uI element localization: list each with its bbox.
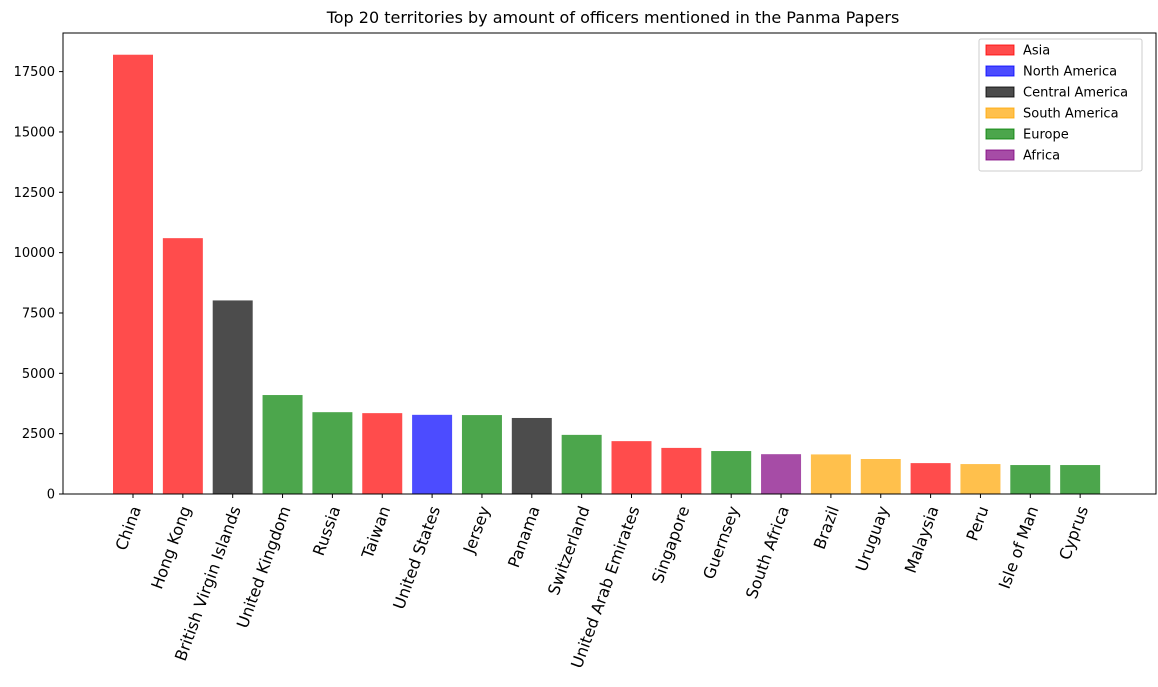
legend-swatch-south-america [985,107,1015,119]
x-tick-label: Russia [309,503,344,558]
bar-singapore [661,447,702,494]
bar-cyprus [1060,465,1101,494]
legend-swatch-asia [985,44,1015,56]
bar-brazil [810,454,851,494]
legend: Asia North America Central America South Am… [978,38,1143,172]
bar-united-kingdom [262,395,303,494]
chart-title: Top 20 territories by amount of officers… [326,8,900,27]
bar-isle-of-man [1010,465,1051,494]
plot-frame [62,32,1157,495]
x-tick-label: Malaysia [901,503,943,575]
bar-malaysia [910,463,951,494]
bar-russia [312,412,353,494]
x-tick-label: Singapore [648,503,693,585]
x-tick-label: South Africa [742,503,793,601]
x-tick-label: United States [389,503,444,611]
bar-peru [960,464,1001,494]
bar-united-states [412,414,453,494]
bar-united-arab-emirates [611,441,652,494]
legend-label: North America [1023,65,1117,80]
x-tick-label: Brazil [810,503,843,551]
bars-group [113,54,1101,494]
legend-label: South America [1023,107,1119,122]
legend-swatch-north-america [985,65,1015,77]
y-axis: 0 2500 5000 7500 10000 12500 15000 17500 [14,65,63,503]
x-tick-label: Panama [504,503,544,570]
x-tick-label: Peru [962,503,992,543]
legend-label: Central America [1023,86,1128,101]
x-tick-label: Jersey [459,503,494,556]
y-tick-label: 0 [47,488,55,503]
legend-label: Asia [1023,44,1050,59]
x-tick-label: Uruguay [852,503,893,573]
x-tick-label: Guernsey [699,503,743,581]
x-tick-label: China [112,503,145,552]
legend-swatch-central-america [985,86,1015,98]
bar-south-africa [761,454,802,494]
bar-uruguay [860,459,901,494]
bar-jersey [461,415,502,494]
y-tick-label: 5000 [22,367,55,382]
bar-guernsey [711,451,752,494]
legend-swatch-europe [985,128,1015,140]
y-tick-label: 7500 [22,306,55,321]
bar-switzerland [561,434,602,494]
legend-label: Africa [1023,149,1060,164]
bar-british-virgin-islands [212,300,253,494]
bar-china [113,54,153,494]
y-tick-label: 17500 [14,65,55,80]
x-tick-label: Cyprus [1055,503,1092,562]
legend-frame [978,38,1143,172]
x-tick-label: Isle of Man [995,503,1043,591]
bar-panama [511,417,552,494]
y-tick-label: 10000 [14,246,55,261]
bar-taiwan [362,413,403,494]
x-tick-label: United Kingdom [233,503,295,630]
x-tick-label: Switzerland [544,503,594,597]
x-tick-label: Hong Kong [147,503,195,591]
y-tick-label: 15000 [14,125,55,140]
y-tick-label: 12500 [14,186,55,201]
y-tick-label: 2500 [22,427,55,442]
bar-hong-kong [162,238,203,494]
x-tick-label: Taiwan [357,503,394,562]
legend-label: Europe [1023,128,1069,143]
legend-swatch-africa [985,149,1015,161]
